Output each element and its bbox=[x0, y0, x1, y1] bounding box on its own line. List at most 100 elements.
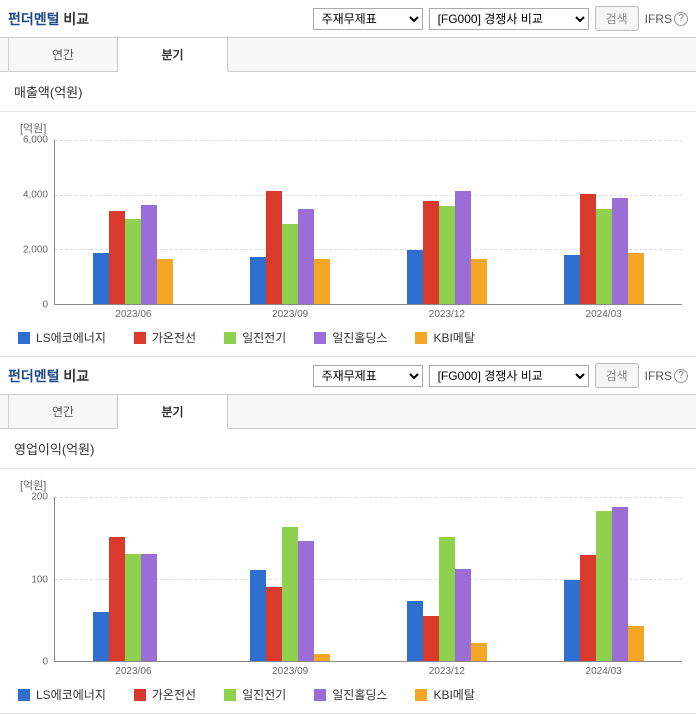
bar bbox=[282, 527, 298, 661]
legend-label: 가온전선 bbox=[152, 686, 196, 703]
y-tick-label: 200 bbox=[31, 492, 48, 503]
bar bbox=[580, 194, 596, 304]
legend-swatch bbox=[18, 332, 30, 344]
bar-group: 2023/12 bbox=[369, 140, 526, 304]
tab-annual[interactable]: 연간 bbox=[8, 395, 118, 428]
bar bbox=[439, 206, 455, 304]
y-axis: 02,0004,0006,000 bbox=[14, 140, 54, 305]
search-button[interactable]: 검색 bbox=[595, 363, 639, 388]
bar bbox=[141, 554, 157, 661]
legend-item: 가온전선 bbox=[134, 686, 196, 703]
x-tick-label: 2024/03 bbox=[586, 666, 622, 677]
section-header: 펀더멘털 비교 주재무제표 [FG000] 경쟁사 비교 검색 IFRS ? bbox=[0, 357, 696, 394]
bar bbox=[141, 205, 157, 304]
bar bbox=[109, 537, 125, 661]
plot: 2023/062023/092023/122024/03 bbox=[54, 497, 682, 662]
section-header: 펀더멘털 비교 주재무제표 [FG000] 경쟁사 비교 검색 IFRS ? bbox=[0, 0, 696, 37]
x-tick-label: 2023/09 bbox=[272, 309, 308, 320]
title-black: 비교 bbox=[63, 368, 89, 384]
help-icon[interactable]: ? bbox=[674, 369, 688, 383]
y-tick-label: 0 bbox=[42, 300, 48, 311]
compare-group-select[interactable]: [FG000] 경쟁사 비교 bbox=[429, 365, 589, 387]
bar bbox=[423, 616, 439, 661]
legend-label: 일진홀딩스 bbox=[332, 329, 387, 346]
search-button[interactable]: 검색 bbox=[595, 6, 639, 31]
plot-container: 01002002023/062023/092023/122024/03 bbox=[14, 497, 682, 662]
tab-quarterly[interactable]: 분기 bbox=[118, 395, 228, 429]
title-black: 비교 bbox=[63, 11, 89, 27]
y-tick-label: 2,000 bbox=[23, 245, 48, 256]
ifrs-label: IFRS ? bbox=[645, 369, 688, 383]
legend-swatch bbox=[18, 689, 30, 701]
legend-item: 일진홀딩스 bbox=[314, 329, 387, 346]
bar bbox=[407, 601, 423, 661]
compare-group-select[interactable]: [FG000] 경쟁사 비교 bbox=[429, 8, 589, 30]
bar bbox=[612, 507, 628, 661]
legend-swatch bbox=[134, 689, 146, 701]
bar bbox=[298, 541, 314, 661]
chart-title: 매출액(억원) bbox=[0, 72, 696, 112]
x-tick-label: 2023/06 bbox=[115, 309, 151, 320]
bar bbox=[314, 259, 330, 304]
bar bbox=[596, 511, 612, 661]
legend-swatch bbox=[314, 332, 326, 344]
bar bbox=[250, 257, 266, 304]
legend-item: KBI메탈 bbox=[415, 686, 474, 703]
section-title: 펀더멘털 비교 bbox=[8, 9, 307, 29]
legend-label: 가온전선 bbox=[152, 329, 196, 346]
bar bbox=[157, 259, 173, 304]
legend-label: KBI메탈 bbox=[433, 686, 474, 703]
legend-item: 일진전기 bbox=[224, 686, 286, 703]
legend: LS에코에너지 가온전선 일진전기 일진홀딩스 KBI메탈 bbox=[14, 686, 682, 703]
chart-area: [억원]02,0004,0006,0002023/062023/092023/1… bbox=[0, 112, 696, 356]
fundamental-section: 펀더멘털 비교 주재무제표 [FG000] 경쟁사 비교 검색 IFRS ? 연간분기영업… bbox=[0, 357, 696, 714]
bar bbox=[282, 224, 298, 304]
legend-item: KBI메탈 bbox=[415, 329, 474, 346]
bar bbox=[628, 626, 644, 661]
help-icon[interactable]: ? bbox=[674, 12, 688, 26]
bar bbox=[250, 570, 266, 661]
report-type-select[interactable]: 주재무제표 bbox=[313, 8, 423, 30]
bar bbox=[423, 201, 439, 304]
bar bbox=[455, 569, 471, 661]
tab-annual[interactable]: 연간 bbox=[8, 38, 118, 71]
bar-group: 2024/03 bbox=[525, 140, 682, 304]
bar bbox=[580, 555, 596, 661]
report-type-select[interactable]: 주재무제표 bbox=[313, 365, 423, 387]
legend-swatch bbox=[415, 689, 427, 701]
legend-label: 일진전기 bbox=[242, 329, 286, 346]
bar bbox=[93, 612, 109, 662]
legend-label: 일진홀딩스 bbox=[332, 686, 387, 703]
title-blue: 펀더멘털 bbox=[8, 11, 60, 27]
bar bbox=[564, 580, 580, 661]
x-tick-label: 2024/03 bbox=[586, 309, 622, 320]
bar bbox=[564, 255, 580, 305]
bar-groups: 2023/062023/092023/122024/03 bbox=[55, 497, 682, 661]
tab-quarterly[interactable]: 분기 bbox=[118, 38, 228, 72]
bar-group: 2024/03 bbox=[525, 497, 682, 661]
bar bbox=[439, 537, 455, 661]
ifrs-label: IFRS ? bbox=[645, 12, 688, 26]
bar bbox=[471, 259, 487, 304]
bar bbox=[455, 191, 471, 304]
legend: LS에코에너지 가온전선 일진전기 일진홀딩스 KBI메탈 bbox=[14, 329, 682, 346]
legend-item: LS에코에너지 bbox=[18, 686, 106, 703]
title-blue: 펀더멘털 bbox=[8, 368, 60, 384]
bar bbox=[266, 587, 282, 661]
chart-title: 영업이익(억원) bbox=[0, 429, 696, 469]
legend-swatch bbox=[134, 332, 146, 344]
legend-item: 일진홀딩스 bbox=[314, 686, 387, 703]
legend-label: LS에코에너지 bbox=[36, 329, 106, 346]
legend-swatch bbox=[314, 689, 326, 701]
y-unit: [억원] bbox=[20, 477, 682, 493]
chart-area: [억원] 01002002023/062023/092023/122024/03 L… bbox=[0, 469, 696, 713]
bar bbox=[612, 198, 628, 304]
legend-label: KBI메탈 bbox=[433, 329, 474, 346]
bar-group: 2023/09 bbox=[212, 497, 369, 661]
plot-container: 02,0004,0006,0002023/062023/092023/12202… bbox=[14, 140, 682, 305]
x-tick-label: 2023/09 bbox=[272, 666, 308, 677]
y-tick-label: 4,000 bbox=[23, 190, 48, 201]
bar bbox=[628, 253, 644, 304]
section-title: 펀더멘털 비교 bbox=[8, 366, 307, 386]
bar-group: 2023/12 bbox=[369, 497, 526, 661]
